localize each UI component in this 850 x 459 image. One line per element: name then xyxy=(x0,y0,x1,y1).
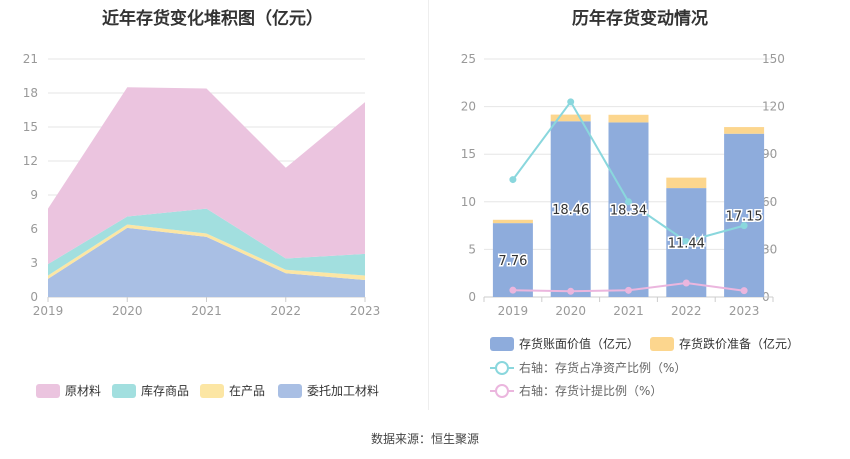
bar-provision xyxy=(666,177,707,189)
y-right-tick-label: 150 xyxy=(762,52,785,66)
data-label: 11.44 xyxy=(668,237,705,252)
legend-swatch xyxy=(200,384,224,398)
legend-swatch xyxy=(278,384,302,398)
y-right-tick-label: 60 xyxy=(762,195,777,209)
y-left-tick-label: 10 xyxy=(461,195,476,209)
panel-divider xyxy=(428,0,429,410)
x-tick-label: 2020 xyxy=(555,304,586,318)
legend-swatch xyxy=(650,337,674,351)
y-left-tick-label: 0 xyxy=(468,290,476,304)
legend-item-bar-prov: 存货跌价准备（亿元） xyxy=(650,336,799,351)
area-consigned xyxy=(48,227,365,297)
point-line_prov xyxy=(682,279,690,287)
point-line_ratio xyxy=(509,176,517,184)
x-tick-label: 2020 xyxy=(112,304,143,318)
x-tick-label: 2023 xyxy=(350,304,381,318)
data-source: 数据来源：恒生聚源 xyxy=(370,432,479,446)
data-label: 18.34 xyxy=(610,204,647,219)
x-tick-label: 2021 xyxy=(191,304,222,318)
legend-label: 右轴：存货占净资产比例（%） xyxy=(519,360,686,375)
data-label: 17.15 xyxy=(725,209,762,224)
point-line_prov xyxy=(625,286,632,294)
legend-label: 原材料 xyxy=(65,384,101,398)
x-tick-label: 2023 xyxy=(729,304,760,318)
legend-label: 存货账面价值（亿元） xyxy=(519,336,639,351)
legend-label: 存货跌价准备（亿元） xyxy=(679,336,799,351)
y-tick-label: 21 xyxy=(23,52,38,66)
legend-marker xyxy=(495,361,509,375)
y-right-tick-label: 120 xyxy=(762,100,785,114)
y-left-tick-label: 15 xyxy=(461,147,476,161)
x-tick-label: 2022 xyxy=(270,304,301,318)
stacked-area-chart: 0 3 6 9 12 15 18 21 2019 2020 2021 2022 2023 原材料 库存商品 在… xyxy=(23,52,381,398)
bar-provision xyxy=(608,114,649,123)
legend-item-wip: 在产品 xyxy=(200,384,265,398)
legend-swatch xyxy=(112,384,136,398)
area-finished_goods xyxy=(48,208,365,276)
right-chart-title: 历年存货变动情况 xyxy=(572,9,708,29)
y-left-tick-label: 5 xyxy=(468,242,476,256)
y-right-tick-label: 90 xyxy=(762,147,777,161)
y-tick-label: 18 xyxy=(23,86,38,100)
point-line_ratio xyxy=(567,98,575,106)
legend-marker xyxy=(495,384,509,398)
legend-item-line_ratio: 右轴：存货占净资产比例（%） xyxy=(490,360,686,375)
bar-inventory-value xyxy=(724,133,765,297)
bar-inventory-value xyxy=(608,122,649,297)
x-tick-label: 2019 xyxy=(498,304,529,318)
legend-label: 委托加工材料 xyxy=(307,384,379,398)
legend-item-consigned: 委托加工材料 xyxy=(278,384,379,398)
point-line_prov xyxy=(509,286,517,294)
y-tick-label: 3 xyxy=(30,256,38,270)
legend-swatch xyxy=(36,384,60,398)
point-line_ratio xyxy=(740,222,748,230)
y-tick-label: 12 xyxy=(23,154,38,168)
area-raw_materials xyxy=(48,87,365,265)
left-chart-title: 近年存货变化堆积图（亿元） xyxy=(102,9,323,29)
data-label: 7.76 xyxy=(498,254,527,269)
point-line_prov xyxy=(740,287,748,295)
y-tick-label: 0 xyxy=(30,290,38,304)
legend-swatch xyxy=(490,337,514,351)
y-left-tick-label: 25 xyxy=(461,52,476,66)
bar-provision xyxy=(724,127,765,134)
bar-provision xyxy=(550,114,591,122)
x-tick-label: 2019 xyxy=(33,304,64,318)
y-tick-label: 6 xyxy=(30,222,38,236)
legend-item-bar-main: 存货账面价值（亿元） xyxy=(490,336,639,351)
legend-label: 在产品 xyxy=(229,384,265,398)
x-tick-label: 2022 xyxy=(671,304,702,318)
legend-label: 库存商品 xyxy=(141,383,189,398)
point-line_prov xyxy=(567,287,575,295)
legend-label: 右轴：存货计提比例（%） xyxy=(519,383,662,398)
data-label: 18.46 xyxy=(552,203,589,218)
area-wip xyxy=(48,224,365,280)
y-tick-label: 15 xyxy=(23,120,38,134)
y-tick-label: 9 xyxy=(30,188,38,202)
bar-inventory-value xyxy=(492,223,533,297)
legend-item-line_prov: 右轴：存货计提比例（%） xyxy=(490,383,662,398)
point-line_ratio xyxy=(625,198,632,206)
y-left-tick-label: 20 xyxy=(461,100,476,114)
point-line_ratio xyxy=(682,237,690,245)
legend-item-finished_goods: 库存商品 xyxy=(112,383,189,398)
bar-provision xyxy=(492,219,533,224)
y-right-tick-label: 30 xyxy=(762,242,777,256)
x-tick-label: 2021 xyxy=(613,304,644,318)
bar-inventory-value xyxy=(550,121,591,297)
legend-item-raw_materials: 原材料 xyxy=(36,384,101,398)
